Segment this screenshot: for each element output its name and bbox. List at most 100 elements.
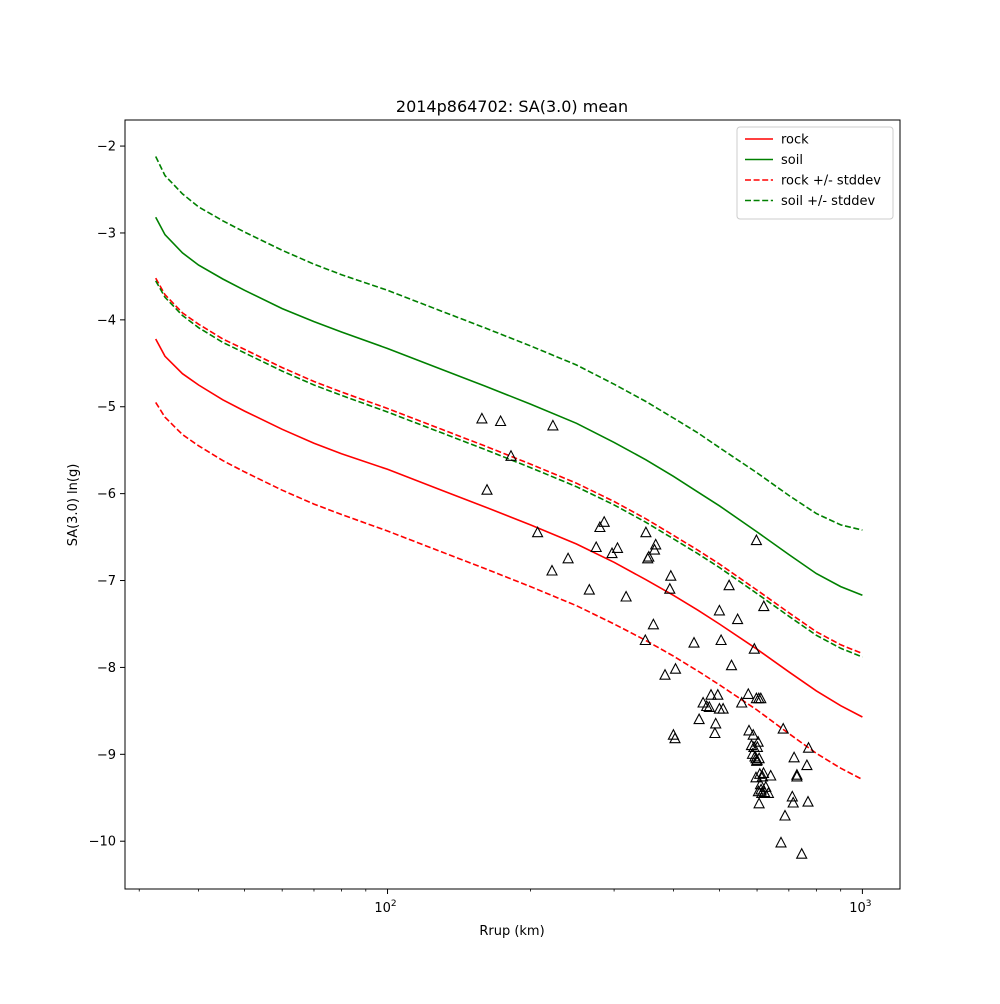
series-line-1 <box>154 216 863 597</box>
observation-point <box>790 768 803 780</box>
observation-point <box>779 809 791 821</box>
y-axis-label: SA(3.0) ln(g) <box>66 464 81 547</box>
observation-point <box>723 579 736 591</box>
observation-point <box>693 712 706 725</box>
observation-point <box>802 795 814 807</box>
observation-point <box>775 836 787 848</box>
legend-label: soil +/- stddev <box>781 194 876 209</box>
observation-point <box>481 483 493 495</box>
y-tick-label: −6 <box>97 487 116 502</box>
y-tick-label: −10 <box>89 835 116 850</box>
observation-point <box>647 618 660 630</box>
observation-point <box>688 636 700 648</box>
series-lines <box>154 156 863 781</box>
observation-point <box>705 688 717 700</box>
observation-point <box>620 590 633 602</box>
legend-box <box>736 126 894 220</box>
observation-point <box>754 778 767 790</box>
plot-frame <box>124 119 901 890</box>
observation-point <box>725 659 738 671</box>
observation-point <box>786 790 799 802</box>
observation-point <box>715 633 728 646</box>
observation-point <box>663 582 676 594</box>
observation-point <box>750 771 762 783</box>
observation-point <box>750 533 763 546</box>
observation-point <box>711 688 724 700</box>
observation-point <box>475 412 488 424</box>
observation-point <box>742 687 755 699</box>
observation-point <box>753 767 766 779</box>
observation-point <box>747 728 760 740</box>
legend: rock soil rock +/- stddev soil +/- stddev <box>736 126 894 220</box>
observation-point <box>759 780 772 792</box>
observation-point <box>669 662 682 674</box>
series-line-2 <box>155 277 863 655</box>
observation-point <box>703 700 716 712</box>
observation-point <box>753 797 766 809</box>
observation-points <box>475 412 815 859</box>
observation-point <box>641 552 654 564</box>
legend-label: rock +/- stddev <box>781 174 881 189</box>
observation-point <box>531 526 544 538</box>
observation-point <box>583 583 596 595</box>
observation-point <box>639 633 652 646</box>
observation-point <box>753 752 766 764</box>
observation-point <box>598 515 611 527</box>
legend-label: rock <box>781 133 809 148</box>
observation-point <box>546 564 558 576</box>
series-line-3 <box>155 401 863 781</box>
observation-point <box>800 758 813 771</box>
observation-point <box>746 747 759 759</box>
observation-point <box>611 541 624 553</box>
observation-point <box>546 419 559 431</box>
y-tick-label: −9 <box>97 748 116 763</box>
y-tick-label: −7 <box>97 574 116 589</box>
observation-point <box>756 770 769 782</box>
observation-point <box>590 540 603 553</box>
observation-point <box>757 766 770 778</box>
axes: −2 −3 −4 −5 −6 −7 −8 −9 −10 102 103 <box>89 140 872 916</box>
x-tick-label: 103 <box>849 899 871 916</box>
observation-point <box>748 642 761 654</box>
legend-label: soil <box>781 153 803 168</box>
observation-point <box>752 785 765 797</box>
observation-point <box>562 552 575 564</box>
observation-point <box>713 604 726 616</box>
observation-point <box>649 538 662 550</box>
series-line-4 <box>154 156 863 531</box>
observation-point <box>802 741 815 753</box>
y-tick-label: −8 <box>97 661 116 676</box>
observation-point <box>639 526 652 538</box>
observation-point <box>494 414 507 427</box>
observation-point <box>762 786 775 798</box>
x-tick-label: 102 <box>374 899 396 916</box>
observation-point <box>764 769 777 781</box>
observation-point <box>754 692 767 704</box>
observation-point <box>717 702 730 714</box>
series-line-0 <box>154 338 863 718</box>
y-tick-label: −3 <box>97 226 116 241</box>
observation-point <box>700 699 713 712</box>
y-tick-label: −4 <box>97 313 116 328</box>
observation-point <box>752 735 765 747</box>
observation-point <box>664 569 677 581</box>
y-tick-label: −5 <box>97 400 116 415</box>
observation-point <box>709 717 722 729</box>
observation-point <box>777 722 790 734</box>
observation-point <box>735 696 748 708</box>
observation-point <box>795 847 808 859</box>
observation-point <box>659 668 671 680</box>
observation-point <box>757 599 770 612</box>
observation-point <box>790 770 803 782</box>
chart-title: 2014p864702: SA(3.0) mean <box>396 97 628 116</box>
y-tick-label: −2 <box>97 140 116 155</box>
observation-point <box>708 726 721 739</box>
observation-point <box>669 732 681 744</box>
observation-point <box>788 751 801 763</box>
observation-point <box>743 724 755 736</box>
observation-point <box>505 449 517 461</box>
observation-point <box>750 754 763 766</box>
x-axis-label: Rrup (km) <box>479 924 544 939</box>
